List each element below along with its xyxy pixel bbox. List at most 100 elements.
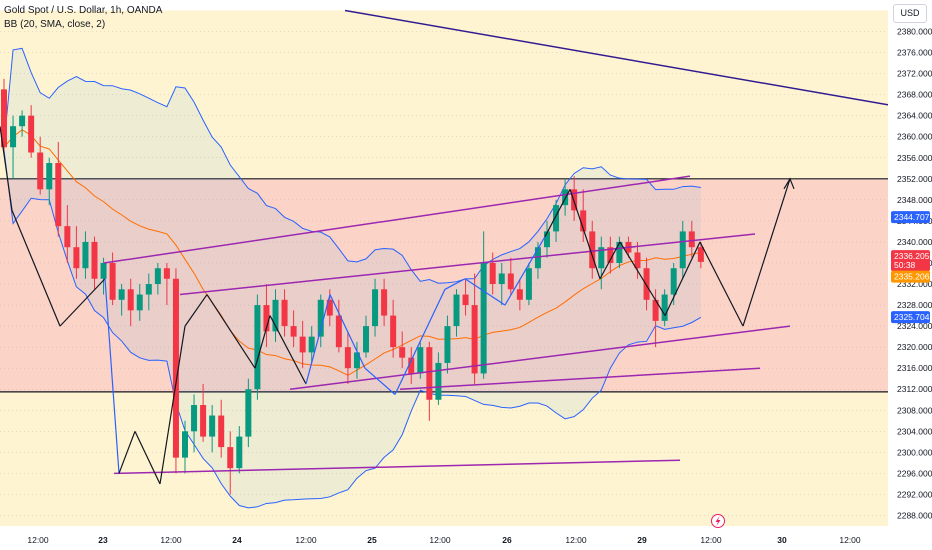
arrow-head xyxy=(783,177,795,190)
projection-line xyxy=(11,210,61,327)
candle xyxy=(1,78,7,153)
channel-top-line xyxy=(103,175,691,264)
price-tick-label: 2332.000 xyxy=(897,279,932,289)
candle-body xyxy=(19,115,26,127)
candle xyxy=(525,262,532,306)
candle-body xyxy=(580,210,587,232)
candle-body xyxy=(643,268,650,300)
projection-line xyxy=(206,294,256,369)
candle xyxy=(544,220,550,258)
candle xyxy=(263,284,270,348)
price-tag: 2344.707 xyxy=(891,211,930,224)
candle xyxy=(381,278,388,327)
price-tick-label: 2348.000 xyxy=(897,195,932,205)
candle-body xyxy=(697,247,704,262)
candle xyxy=(344,331,351,384)
candle-body xyxy=(589,231,596,269)
candle-body xyxy=(489,262,496,285)
projection-line xyxy=(699,241,744,327)
projection-line xyxy=(329,294,366,369)
projection-line xyxy=(159,326,186,485)
candle-body xyxy=(218,415,225,448)
candle xyxy=(553,199,560,242)
price-tick-label: 2328.000 xyxy=(897,300,932,310)
price-tick-label: 2352.000 xyxy=(897,174,932,184)
price-tag-label: 2325.704 xyxy=(894,312,930,322)
candle xyxy=(19,110,26,137)
channel-mid-line xyxy=(179,233,756,296)
candle xyxy=(10,115,17,179)
candle-body xyxy=(679,231,686,269)
candle-body xyxy=(544,231,550,248)
candle-body xyxy=(353,352,360,369)
candle-body xyxy=(444,326,451,363)
price-tick-label: 2320.000 xyxy=(897,342,932,352)
projection-line xyxy=(184,294,208,327)
candle xyxy=(145,273,152,311)
candle xyxy=(661,289,668,327)
candle xyxy=(598,236,605,290)
candle xyxy=(100,257,107,295)
candle-body xyxy=(435,362,442,400)
price-tick-label: 2356.000 xyxy=(897,153,932,163)
projection-line xyxy=(544,189,571,237)
candle xyxy=(191,394,198,453)
price-tag-bg xyxy=(891,259,930,272)
price-tag-label: 2344.707 xyxy=(894,212,930,222)
time-tick-label: 25 xyxy=(367,535,377,545)
price-tick-label: 2300.000 xyxy=(897,447,932,457)
candle-body xyxy=(28,115,35,153)
candle-body xyxy=(10,126,17,148)
lightning-icon[interactable] xyxy=(711,514,725,528)
candle-body xyxy=(335,315,342,348)
candle-body xyxy=(227,447,234,469)
symbol-title[interactable]: Gold Spot / U.S. Dollar, 1h, OANDA xyxy=(4,5,163,16)
candle xyxy=(679,220,686,279)
time-tick-label: 30 xyxy=(777,535,787,545)
time-tick-label: 12:00 xyxy=(160,535,182,545)
projection-line xyxy=(664,241,701,316)
price-tick-label: 2296.000 xyxy=(897,468,932,478)
candle-body xyxy=(172,278,179,458)
projection-line xyxy=(599,241,621,280)
price-tick-label: 2364.000 xyxy=(897,111,932,121)
projection-line xyxy=(59,278,106,327)
candle xyxy=(607,236,614,274)
candle-body xyxy=(363,326,369,353)
candle xyxy=(28,105,35,158)
candle-body xyxy=(200,405,207,437)
candle-body xyxy=(127,289,134,311)
candle-body xyxy=(688,231,695,248)
time-tick-label: 23 xyxy=(98,535,108,545)
time-tick-label: 12:00 xyxy=(700,535,722,545)
time-tick-label: 12:00 xyxy=(565,535,587,545)
trend-drawings xyxy=(0,9,891,485)
candle xyxy=(272,289,279,342)
candle-body xyxy=(326,299,333,316)
price-tick-label: 2304.000 xyxy=(897,426,932,436)
candle xyxy=(489,252,496,295)
indicator-label[interactable]: BB (20, SMA, close, 2) xyxy=(4,19,106,30)
candle-body xyxy=(507,273,514,290)
support-resistance-lines xyxy=(0,178,888,393)
candle-body xyxy=(417,347,424,374)
candle-body xyxy=(37,152,44,190)
candle-body xyxy=(390,315,397,348)
price-tag-bg xyxy=(891,311,930,324)
candle-body xyxy=(100,262,107,279)
candle xyxy=(163,262,170,306)
candle-body xyxy=(534,247,541,269)
price-tick-label: 2316.000 xyxy=(897,363,932,373)
currency-button[interactable]: USD xyxy=(893,4,927,23)
time-tick-label: 12:00 xyxy=(27,535,49,545)
projection-line xyxy=(104,278,120,474)
projection-line xyxy=(305,294,331,385)
support-line-inner xyxy=(399,367,761,390)
candle-body xyxy=(154,268,161,285)
chart-legend: Gold Spot / U.S. Dollar, 1h, OANDA BB (2… xyxy=(4,4,162,32)
candle xyxy=(580,189,587,242)
candle xyxy=(218,399,225,458)
projection-line xyxy=(0,126,13,211)
price-tag: 2335.206 xyxy=(891,270,930,283)
